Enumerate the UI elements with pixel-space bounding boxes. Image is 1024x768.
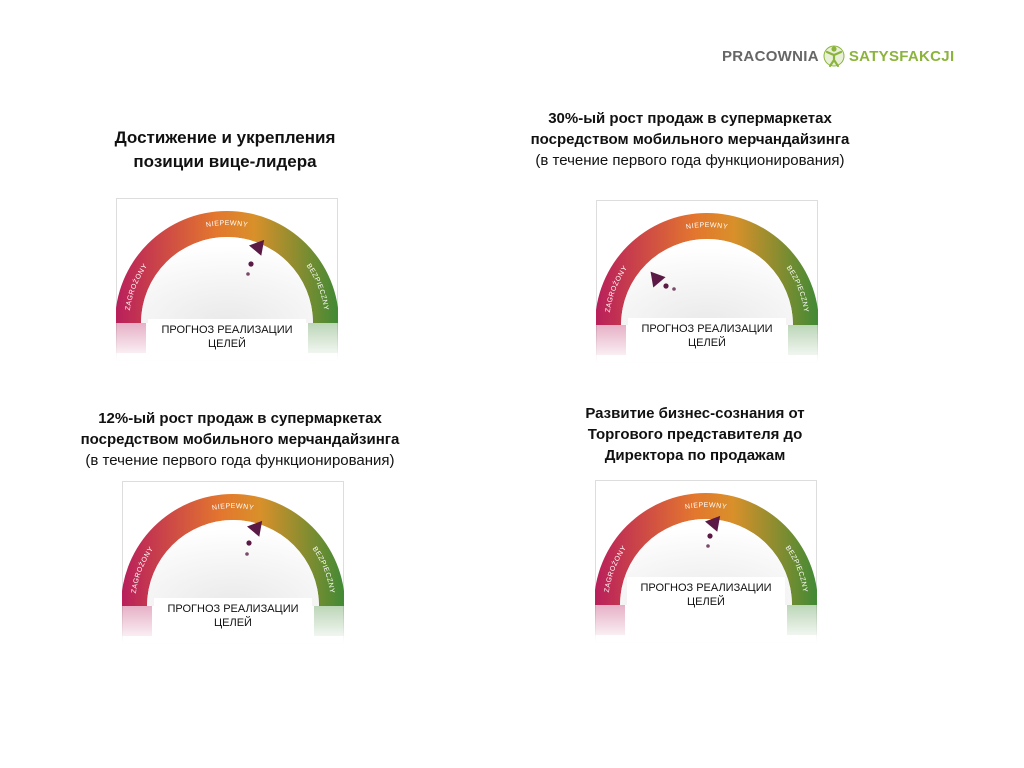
gauge-pointer-dot [663,283,669,289]
goal-1-title: Достижение и укрепления позиции вице-лид… [114,128,336,171]
gauge-pointer-arrow [247,520,263,537]
gauge-caption: ПРОГНОЗ РЕАЛИЗАЦИИ ЦЕЛЕЙ [148,319,306,355]
gauge-pointer-arrow [705,515,721,532]
gauge-label-niepewny: NIEPEWNY [212,503,255,512]
gauge-caption: ПРОГНОЗ РЕАЛИЗАЦИИ ЦЕЛЕЙ [154,598,312,634]
gauge-arc [116,211,338,323]
goal-4-title: Развитие бизнес-сознания от Торгового пр… [585,405,805,464]
gauge-caption-line2: ЦЕЛЕЙ [214,617,252,629]
gauge-caption-line1: ПРОГНОЗ РЕАЛИЗАЦИИ [641,323,773,335]
gauge-arc [596,213,818,325]
gauge-caption-line1: ПРОГНОЗ РЕАЛИЗАЦИИ [161,324,293,336]
gauge-pointer-dot-small [246,272,250,276]
gauge-dial [147,520,319,606]
gauge-caption-line1: ПРОГНОЗ РЕАЛИЗАЦИИ [640,582,772,594]
gauge-pointer-dot-small [706,544,710,548]
gauge-label-niepewny: NIEPEWNY [686,222,729,231]
gauge-arc [595,493,817,605]
gauge-pointer-dot [248,261,254,267]
person-figure-icon [823,45,845,68]
gauge-arc [122,494,344,606]
gauge-pointer-dot [246,540,252,546]
gauge-caption-line2: ЦЕЛЕЙ [208,338,246,350]
goal-1-gauge: ZAGROŻONY NIEPEWNY BEZPIECZNY ПРОГНОЗ РЕАЛИ… [116,198,338,361]
gauge-label-niepewny: NIEPEWNY [206,220,249,229]
gauge-pointer-dot [707,533,713,539]
goal-4-gauge: ZAGROŻONY NIEPEWNY BEZPIECZNY ПРОГНОЗ РЕАЛИ… [595,480,817,643]
logo-word-pracownia: PRACOWNIA [722,47,819,65]
gauge-pointer-arrow [249,239,265,256]
gauge-label-niepewny: NIEPEWNY [685,502,728,511]
gauge-caption: ПРОГНОЗ РЕАЛИЗАЦИИ ЦЕЛЕЙ [628,318,786,354]
goal-3-gauge: ZAGROŻONY NIEPEWNY BEZPIECZNY ПРОГНОЗ РЕАЛИ… [122,481,344,644]
goal-3-title: 12%-ый рост продаж в супермаркетах посре… [80,410,400,469]
gauge-caption-line2: ЦЕЛЕЙ [688,337,726,349]
gauge-dial [621,239,793,325]
gauge-caption: ПРОГНОЗ РЕАЛИЗАЦИИ ЦЕЛЕЙ [627,577,785,613]
logo-word-satysfakcji: SATYSFAKCJI [848,47,955,65]
gauge-pointer-dot-small [245,552,249,556]
gauge-caption-line1: ПРОГНОЗ РЕАЛИЗАЦИИ [167,603,299,615]
gauge-caption-line2: ЦЕЛЕЙ [687,596,725,608]
goal-2-gauge: ZAGROŻONY NIEPEWNY BEZPIECZNY ПРОГНОЗ РЕАЛИ… [596,200,818,363]
gauge-pointer-arrow [650,271,666,288]
gauge-dial [141,237,313,323]
gauge-pointer-dot-small [672,287,676,291]
goal-2-title: 30%-ый рост продаж в супермаркетах посре… [530,110,850,169]
company-logo: PRACOWNIA SATYSFAKCJI [722,40,954,72]
